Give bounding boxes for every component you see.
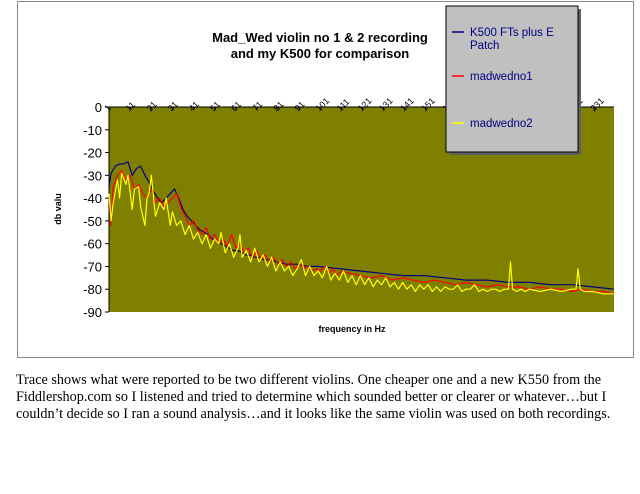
- y-tick-label: 0: [95, 100, 102, 115]
- y-tick-label: -80: [83, 282, 102, 297]
- series-line-3: [108, 172, 614, 295]
- series-group: [108, 161, 615, 295]
- chart-title-line-2: and my K500 for comparison: [231, 46, 409, 61]
- y-tick-label: -40: [83, 191, 102, 206]
- y-tick-label: -50: [83, 214, 102, 229]
- chart-title-line-1: Mad_Wed violin no 1 & 2 recording: [212, 30, 428, 45]
- legend-box: [445, 5, 579, 153]
- chart-frame: Mad_Wed violin no 1 & 2 recording and my…: [17, 1, 634, 358]
- x-axis-label: frequency in Hz: [318, 324, 386, 334]
- y-axis-label: db valu: [53, 193, 63, 225]
- series-line-1: [108, 161, 615, 290]
- y-tick-label: -20: [83, 146, 102, 161]
- x-tick-label: 1: [102, 103, 113, 114]
- legend-label-3: madwedno2: [470, 118, 533, 130]
- y-tick-label: -30: [83, 168, 102, 183]
- series-line-2: [108, 170, 615, 295]
- caption-text: Trace shows what were reported to be two…: [16, 372, 611, 422]
- y-tick-label: -10: [83, 123, 102, 138]
- y-tick-label: -90: [83, 305, 102, 320]
- legend-label-2: madwedno1: [470, 71, 533, 83]
- legend-label-1: K500 FTs plus E Patch: [470, 27, 554, 52]
- line-chart: Mad_Wed violin no 1 & 2 recording and my…: [53, 5, 615, 334]
- y-tick-label: -60: [83, 237, 102, 252]
- y-tick-label: -70: [83, 259, 102, 274]
- legend: K500 FTs plus E Patch madwedno1 madwedno2: [445, 5, 581, 155]
